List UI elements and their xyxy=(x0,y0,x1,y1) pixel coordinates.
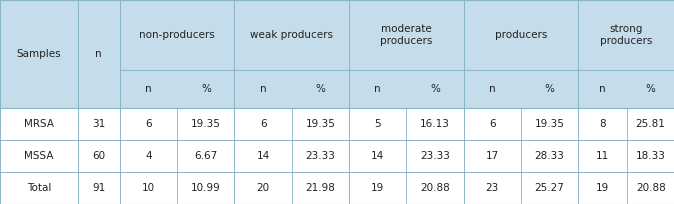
Text: 14: 14 xyxy=(371,151,384,161)
Bar xyxy=(0,172,674,204)
Text: MSSA: MSSA xyxy=(24,151,53,161)
Text: 21.98: 21.98 xyxy=(305,183,336,193)
Text: 28.33: 28.33 xyxy=(534,151,565,161)
Text: 19.35: 19.35 xyxy=(305,119,336,129)
Text: 17: 17 xyxy=(486,151,499,161)
Bar xyxy=(0,0,78,108)
Bar xyxy=(464,70,521,108)
Bar xyxy=(521,70,578,108)
Text: 60: 60 xyxy=(92,151,105,161)
Bar xyxy=(578,70,627,108)
Text: n: n xyxy=(96,49,102,59)
Bar xyxy=(406,70,464,108)
Text: %: % xyxy=(545,84,555,94)
Text: 18.33: 18.33 xyxy=(636,151,665,161)
Text: 16.13: 16.13 xyxy=(420,119,450,129)
Bar xyxy=(578,0,674,70)
Text: n: n xyxy=(374,84,381,94)
Text: 8: 8 xyxy=(599,119,606,129)
Text: Total: Total xyxy=(27,183,51,193)
Bar xyxy=(120,70,177,108)
Text: weak producers: weak producers xyxy=(250,30,333,40)
Text: 5: 5 xyxy=(374,119,381,129)
Text: 31: 31 xyxy=(92,119,105,129)
Text: 6: 6 xyxy=(489,119,495,129)
Text: 19: 19 xyxy=(596,183,609,193)
Text: 23: 23 xyxy=(486,183,499,193)
Text: 14: 14 xyxy=(257,151,270,161)
Bar xyxy=(349,0,464,70)
Text: strong
producers: strong producers xyxy=(600,24,652,46)
Text: 20.88: 20.88 xyxy=(636,183,665,193)
Text: 10: 10 xyxy=(142,183,155,193)
Text: 10.99: 10.99 xyxy=(191,183,220,193)
Text: 6: 6 xyxy=(145,119,152,129)
Text: 23.33: 23.33 xyxy=(420,151,450,161)
Bar xyxy=(627,70,674,108)
Text: 19.35: 19.35 xyxy=(191,119,221,129)
Text: 19.35: 19.35 xyxy=(534,119,565,129)
Text: MRSA: MRSA xyxy=(24,119,54,129)
Bar xyxy=(464,0,578,70)
Bar xyxy=(0,140,674,172)
Text: 25.27: 25.27 xyxy=(534,183,565,193)
Text: 4: 4 xyxy=(145,151,152,161)
Bar xyxy=(0,108,674,140)
Text: 6.67: 6.67 xyxy=(194,151,218,161)
Bar xyxy=(235,70,292,108)
Text: 19: 19 xyxy=(371,183,384,193)
Bar xyxy=(78,0,120,108)
Text: %: % xyxy=(315,84,326,94)
Text: %: % xyxy=(201,84,211,94)
Text: 11: 11 xyxy=(596,151,609,161)
Text: moderate
producers: moderate producers xyxy=(380,24,433,46)
Text: n: n xyxy=(145,84,152,94)
Text: %: % xyxy=(430,84,440,94)
Bar xyxy=(177,70,235,108)
Bar xyxy=(120,0,235,70)
Text: n: n xyxy=(599,84,606,94)
Text: producers: producers xyxy=(495,30,547,40)
Bar xyxy=(349,70,406,108)
Text: non-producers: non-producers xyxy=(140,30,215,40)
Text: %: % xyxy=(646,84,656,94)
Text: 20.88: 20.88 xyxy=(420,183,450,193)
Text: 6: 6 xyxy=(259,119,266,129)
Text: 25.81: 25.81 xyxy=(636,119,665,129)
Text: n: n xyxy=(259,84,266,94)
Text: n: n xyxy=(489,84,495,94)
Bar xyxy=(235,0,349,70)
Text: 20: 20 xyxy=(257,183,270,193)
Bar xyxy=(292,70,349,108)
Text: 23.33: 23.33 xyxy=(305,151,336,161)
Text: 91: 91 xyxy=(92,183,105,193)
Text: Samples: Samples xyxy=(17,49,61,59)
